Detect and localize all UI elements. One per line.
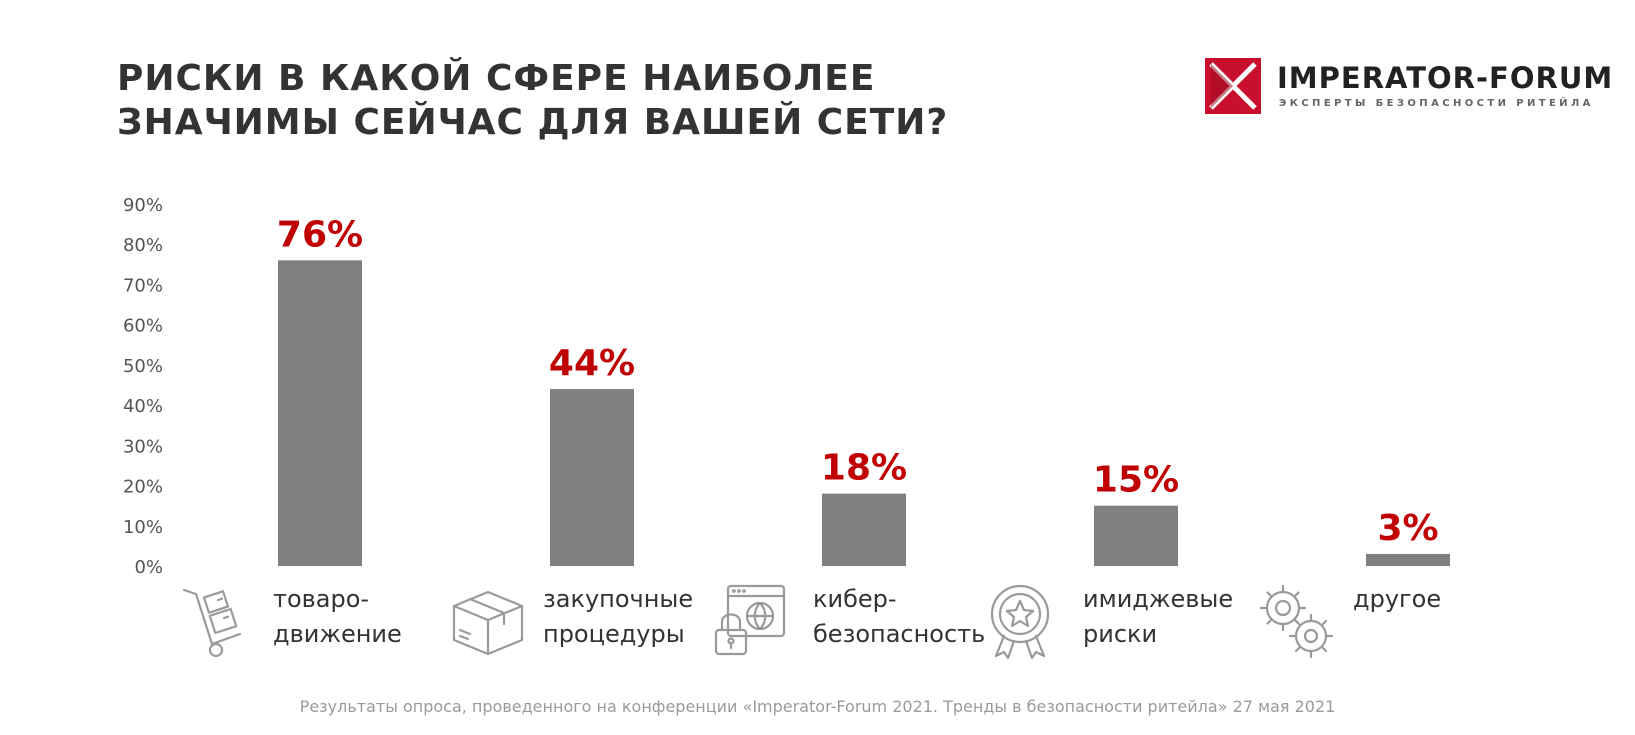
category-label-line: движение bbox=[273, 620, 402, 648]
y-tick-label: 70% bbox=[123, 275, 163, 296]
value-label: 44% bbox=[549, 343, 635, 384]
logo: IMPERATOR-FORUM ЭКСПЕРТЫ БЕЗОПАСНОСТИ РИ… bbox=[1205, 58, 1625, 116]
category-label-line: процедуры bbox=[543, 620, 685, 648]
y-tick-label: 50% bbox=[123, 356, 163, 377]
y-tick-label: 40% bbox=[123, 396, 163, 417]
bar bbox=[822, 493, 906, 566]
award-star-icon bbox=[980, 580, 1060, 664]
bar bbox=[1094, 505, 1178, 566]
y-tick-label: 60% bbox=[123, 316, 163, 337]
value-label: 15% bbox=[1093, 460, 1179, 501]
title-line-1: РИСКИ В КАКОЙ СФЕРЕ НАИБОЛЕЕ bbox=[117, 58, 876, 99]
title-line-2: ЗНАЧИМЫ СЕЙЧАС ДЛЯ ВАШЕЙ СЕТИ? bbox=[117, 102, 949, 143]
category-label-line: закупочные bbox=[543, 585, 694, 613]
category-label-line: другое bbox=[1353, 585, 1442, 613]
y-tick-label: 20% bbox=[123, 477, 163, 498]
category-label-line: товаро- bbox=[273, 585, 370, 613]
page-title: РИСКИ В КАКОЙ СФЕРЕ НАИБОЛЕЕ ЗНАЧИМЫ СЕЙ… bbox=[117, 57, 997, 145]
logo-mark-icon bbox=[1205, 58, 1261, 114]
value-label: 76% bbox=[277, 214, 363, 255]
category-label: другое bbox=[1353, 582, 1441, 617]
gears-icon bbox=[1255, 580, 1335, 664]
category-label: закупочные процедуры bbox=[543, 582, 693, 652]
bar bbox=[550, 389, 634, 566]
hand-truck-icon bbox=[178, 580, 258, 664]
box-icon bbox=[448, 580, 528, 664]
logo-tagline: ЭКСПЕРТЫ БЕЗОПАСНОСТИ РИТЕЙЛА bbox=[1279, 98, 1594, 109]
y-tick-label: 0% bbox=[134, 557, 163, 578]
category-label: кибер-безопасность bbox=[813, 582, 985, 652]
value-label: 3% bbox=[1377, 508, 1438, 549]
cyber-lock-icon bbox=[710, 580, 790, 664]
value-label: 18% bbox=[821, 448, 907, 489]
bar bbox=[1366, 553, 1450, 566]
logo-name: IMPERATOR-FORUM bbox=[1277, 61, 1614, 95]
category-label-line: риски bbox=[1083, 620, 1158, 648]
y-tick-label: 80% bbox=[123, 235, 163, 256]
y-tick-label: 30% bbox=[123, 436, 163, 457]
footnote: Результаты опроса, проведенного на конфе… bbox=[299, 697, 1336, 716]
y-tick-label: 90% bbox=[123, 195, 163, 216]
category-label-line: безопасность bbox=[813, 620, 986, 648]
category-label: товаро-движение bbox=[273, 582, 402, 652]
category-label: имиджевые риски bbox=[1083, 582, 1233, 652]
category-label-line: имиджевые bbox=[1083, 585, 1234, 613]
bar bbox=[278, 260, 362, 566]
category-label-line: кибер- bbox=[813, 585, 897, 613]
y-tick-label: 10% bbox=[123, 517, 163, 538]
